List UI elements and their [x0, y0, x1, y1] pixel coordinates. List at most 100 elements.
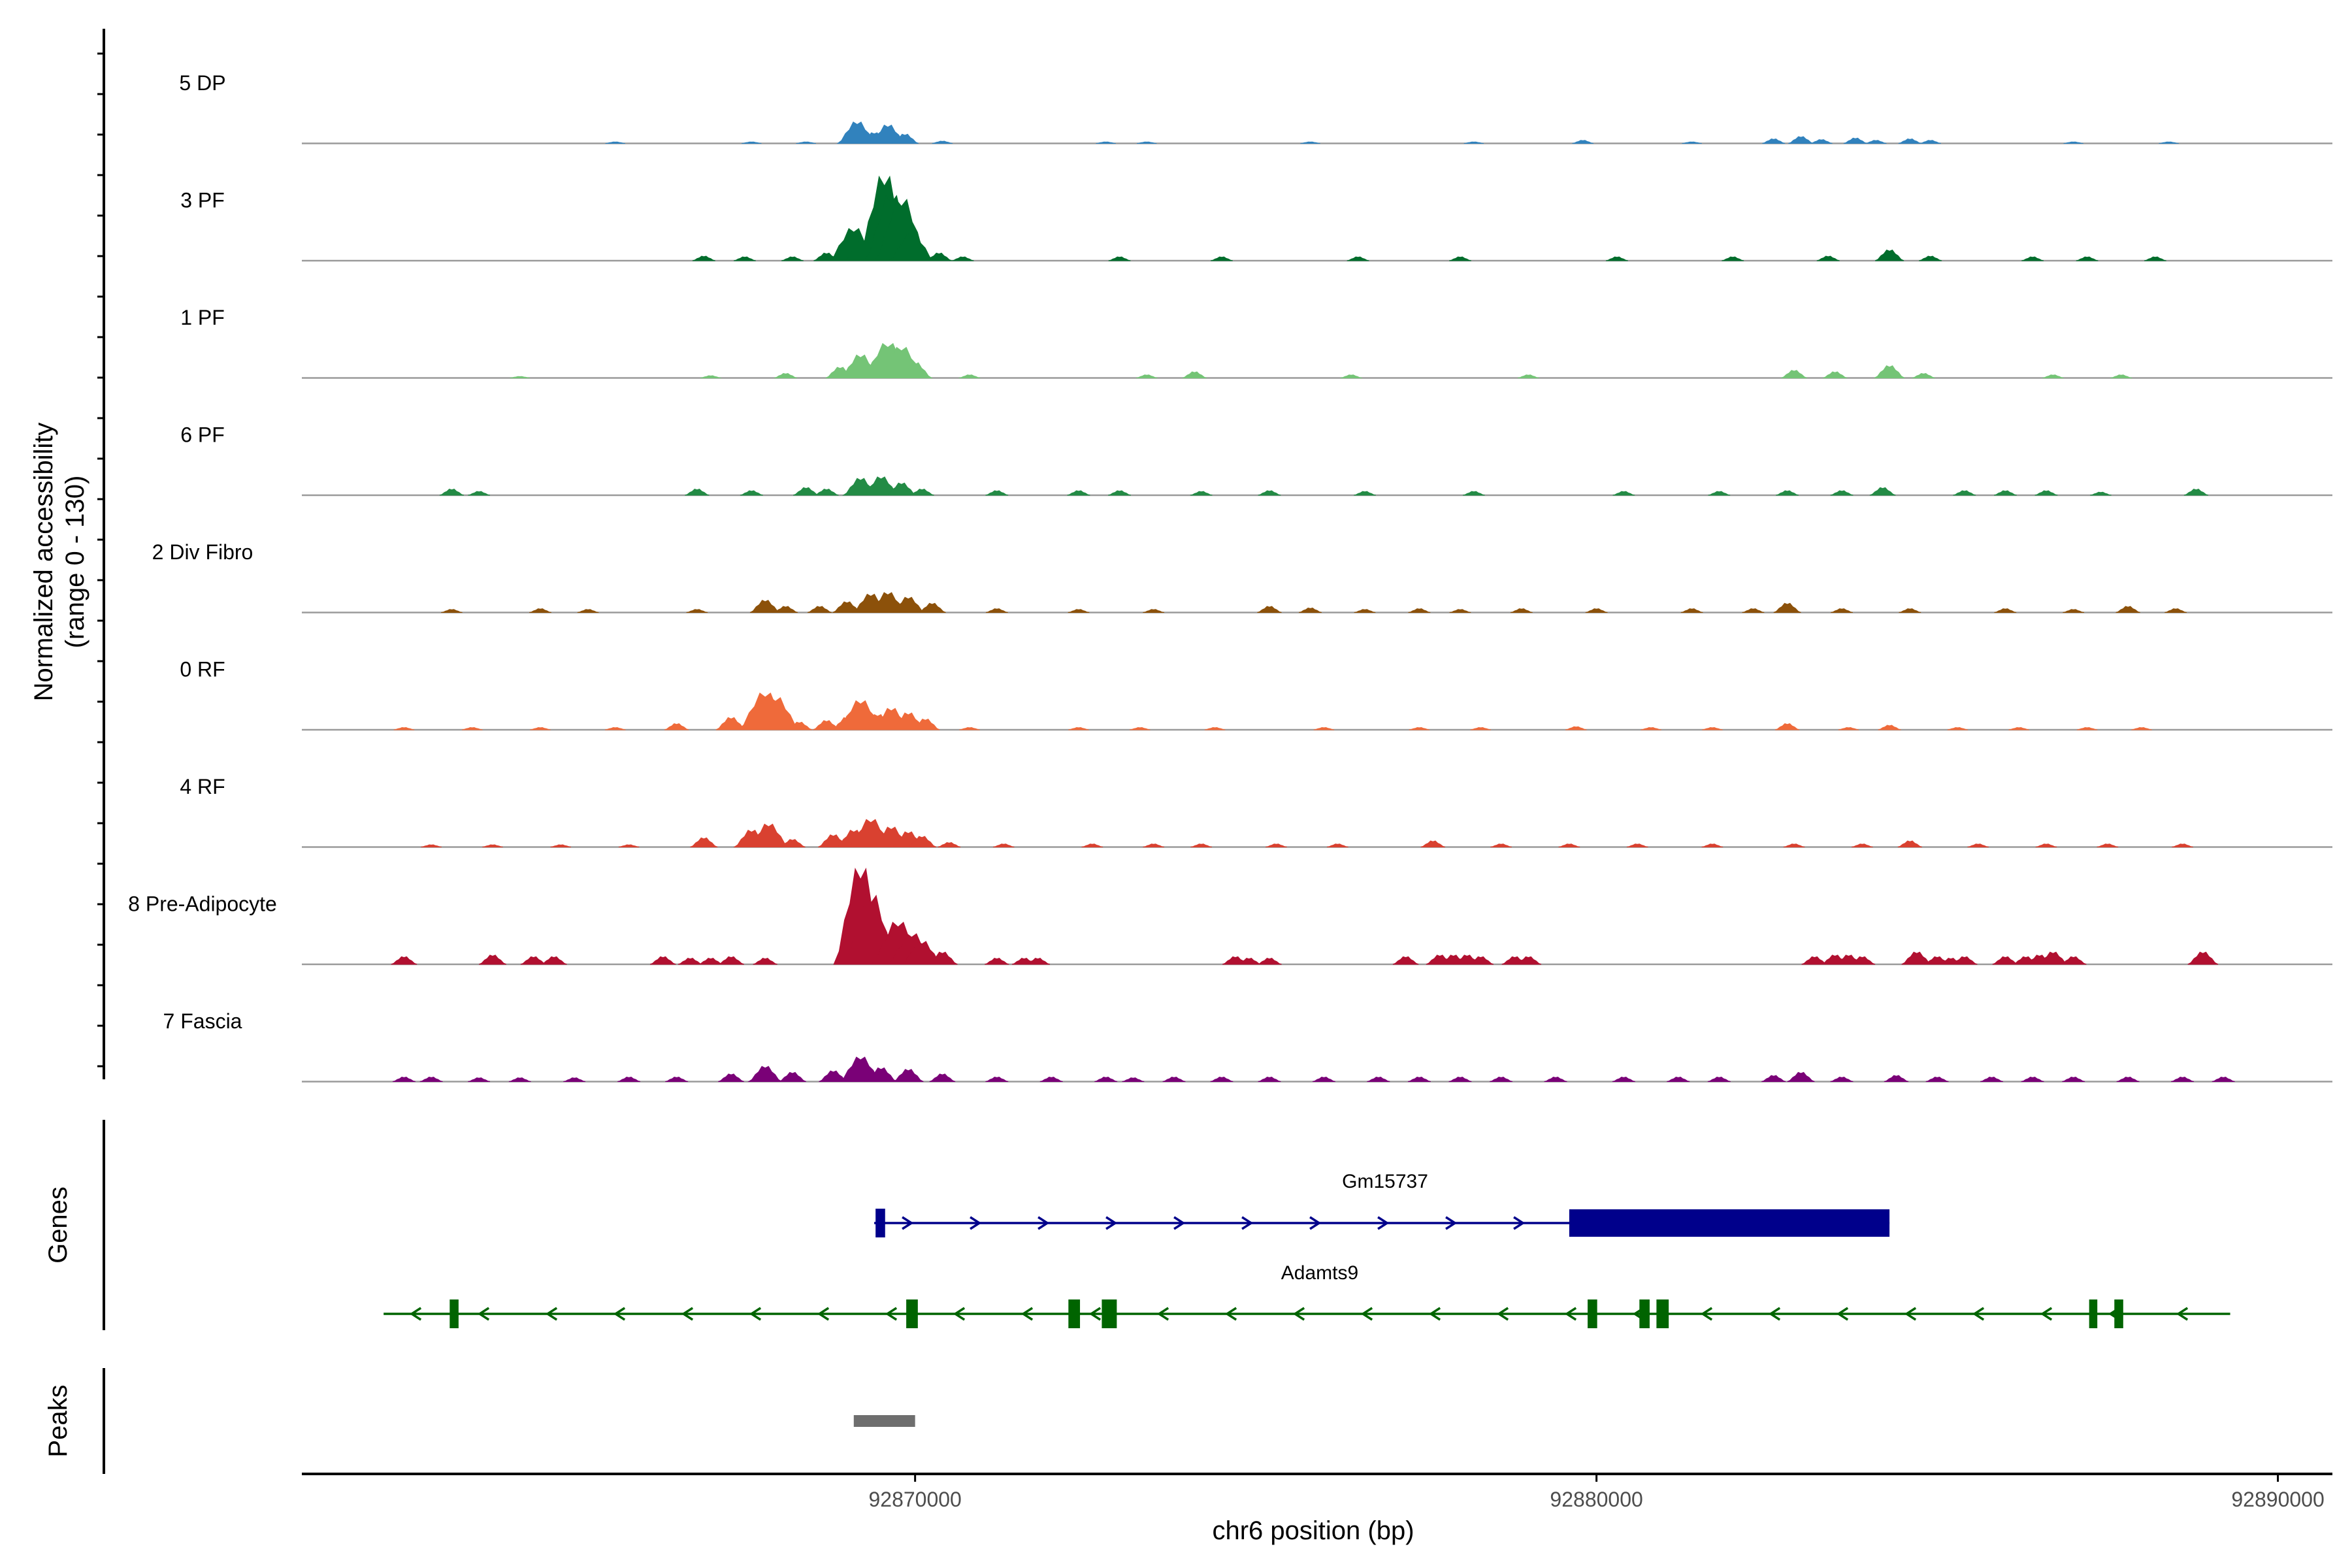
coverage-peak [1135, 374, 1158, 378]
peak-region [853, 1415, 915, 1427]
coverage-peak [700, 375, 721, 378]
coverage-peak [1367, 1076, 1390, 1082]
coverage-peak [781, 256, 804, 261]
coverage-peak [1816, 255, 1840, 261]
coverage-peak [1810, 139, 1833, 144]
coverage-peak [685, 489, 710, 496]
accessibility-tracks: 5 DP 3 PF 1 PF 6 PF 2 Div Fibro 0 RF 4 RF 8 Pre… [97, 29, 2332, 1083]
coverage-peak [1682, 141, 1702, 144]
strand-arrow [1037, 1216, 1050, 1230]
coverage-peak [932, 140, 953, 144]
gene-exon [1068, 1299, 1081, 1328]
x-tick-label: 92880000 [1550, 1488, 1642, 1511]
track-3: 6 PF [180, 423, 2332, 497]
coverage-peak [692, 255, 715, 261]
coverage-peak [1068, 609, 1090, 613]
coverage-peak [2076, 256, 2099, 261]
coverage-peak [2110, 374, 2132, 378]
coverage-peak [864, 1067, 898, 1082]
coverage-peak [807, 606, 832, 613]
coverage-peak [742, 141, 762, 144]
coverage-peak [2159, 141, 2179, 144]
coverage-peak [992, 843, 1015, 847]
track-2: 1 PF [180, 306, 2332, 379]
track-1: 3 PF [180, 175, 2332, 262]
coverage-peak [897, 362, 933, 378]
coverage-peak [577, 609, 599, 613]
coverage-peak [1612, 491, 1635, 496]
gene-exon [1569, 1209, 1890, 1237]
coverage-peak [1980, 1076, 2004, 1082]
coverage-peak [2187, 951, 2219, 965]
coverage-peak [421, 844, 442, 847]
coverage-peak [482, 844, 503, 847]
strand-arrow [2040, 1307, 2053, 1321]
coverage-peak [1204, 727, 1226, 730]
coverage-peak [604, 727, 626, 730]
coverage-peak [985, 1076, 1009, 1082]
strand-arrow [817, 1307, 830, 1321]
coverage-peak [2097, 843, 2119, 847]
gene-exon [1588, 1299, 1597, 1328]
coverage-peak [1781, 370, 1807, 378]
coverage-peak [1210, 256, 1233, 261]
peaks-panel-title: Peaks [44, 1384, 73, 1457]
coverage-peak [2034, 490, 2058, 496]
coverage-peak [1449, 256, 1472, 261]
coverage-peak [929, 1073, 956, 1082]
coverage-peak [1094, 1076, 1118, 1082]
coverage-peak [1354, 609, 1376, 613]
coverage-peak [2035, 843, 2057, 847]
coverage-peak [1762, 138, 1786, 144]
coverage-peak [1742, 608, 1765, 613]
coverage-peak [1096, 141, 1116, 144]
coverage-peak [2042, 374, 2064, 378]
coverage-peak [938, 841, 961, 847]
coverage-peak [1667, 1076, 1690, 1082]
coverage-peak [1347, 256, 1369, 261]
coverage-peak [1392, 956, 1419, 965]
coverage-peak [1899, 608, 1921, 613]
coverage-peak [1258, 1076, 1281, 1082]
coverage-peak [1626, 843, 1648, 847]
coverage-peak [478, 955, 507, 965]
x-axis: 92870000 92880000 92890000 [302, 1473, 2332, 1511]
coverage-peak [2060, 956, 2087, 965]
coverage-peak [617, 1076, 641, 1082]
coverage-peak [1258, 490, 1281, 496]
strand-arrow [1836, 1307, 1849, 1321]
coverage-peak [550, 844, 572, 847]
track-label: 3 PF [180, 189, 225, 212]
strand-arrow [902, 1216, 914, 1230]
gene-exon [1639, 1299, 1650, 1328]
coverage-peak [1257, 958, 1282, 965]
strand-arrow [1445, 1216, 1458, 1230]
track-label: 8 Pre-Adipocyte [128, 892, 277, 916]
strand-arrow [1768, 1307, 1781, 1321]
strand-arrow [1700, 1307, 1713, 1321]
strand-arrow [749, 1307, 762, 1321]
coverage-peak [1081, 843, 1103, 847]
coverage-peak [2008, 727, 2030, 730]
coverage-peak [985, 608, 1008, 613]
coverage-peak [1190, 491, 1213, 496]
coverage-peak [814, 489, 839, 496]
strand-arrow [953, 1307, 966, 1321]
peaks-panel [103, 1368, 915, 1474]
coverage-peak [1039, 1076, 1063, 1082]
coverage-peak [529, 608, 552, 613]
coverage-peak [2144, 256, 2166, 261]
coverage-peak [1326, 843, 1348, 847]
strand-arrow [1904, 1307, 1917, 1321]
coverage-peak [1408, 608, 1431, 613]
coverage-peak [1878, 725, 1901, 730]
coverage-peak [1831, 608, 1854, 613]
coverage-peak [1722, 256, 1744, 261]
coverage-peak [1967, 843, 1989, 847]
track-label: 4 RF [180, 775, 225, 798]
coverage-peak [1448, 1076, 1472, 1082]
coverage-peak [1162, 1076, 1186, 1082]
coverage-peak [618, 844, 640, 847]
coverage-peak [1210, 1076, 1233, 1082]
